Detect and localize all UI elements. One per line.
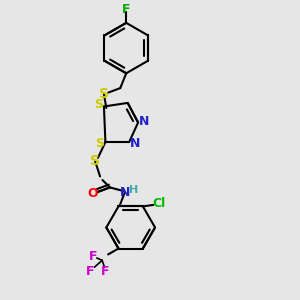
Text: Cl: Cl [153, 197, 166, 210]
Text: S: S [96, 137, 105, 150]
Text: F: F [89, 250, 98, 263]
Text: S: S [94, 98, 103, 112]
Text: S: S [90, 154, 100, 168]
Text: S: S [99, 87, 109, 101]
Text: F: F [101, 265, 110, 278]
Text: N: N [130, 137, 140, 150]
Text: N: N [139, 115, 149, 128]
Text: O: O [87, 187, 98, 200]
Text: H: H [129, 185, 138, 195]
Text: F: F [122, 3, 130, 16]
Text: F: F [86, 265, 94, 278]
Text: N: N [119, 186, 130, 199]
